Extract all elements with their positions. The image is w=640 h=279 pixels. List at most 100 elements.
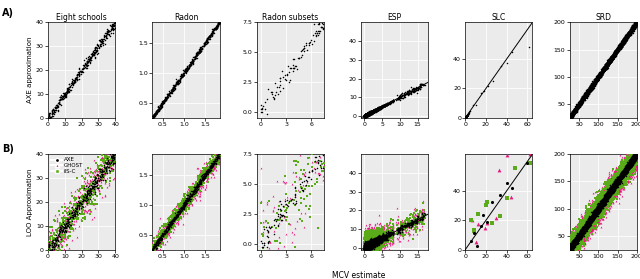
Point <box>619 39 629 44</box>
Point <box>620 167 630 172</box>
Point <box>370 248 380 252</box>
Point <box>361 243 371 247</box>
Point <box>360 240 370 245</box>
Point <box>364 111 374 116</box>
Point <box>612 182 622 186</box>
Point <box>362 240 372 245</box>
Point <box>591 76 602 81</box>
Point <box>360 244 371 248</box>
Point <box>613 171 623 175</box>
Point <box>368 110 378 114</box>
Point <box>360 251 371 256</box>
Point <box>607 178 617 182</box>
Point <box>364 111 374 116</box>
Point <box>595 72 605 77</box>
Point <box>365 240 376 245</box>
Point <box>366 242 376 247</box>
Point <box>598 201 608 206</box>
Point <box>365 245 375 249</box>
Point <box>365 240 376 244</box>
Point <box>613 179 623 184</box>
Point <box>611 179 621 184</box>
Point <box>362 241 372 246</box>
Point <box>361 244 371 249</box>
Point <box>606 189 616 193</box>
Point <box>588 210 598 215</box>
Point <box>363 113 373 118</box>
Point <box>360 244 371 249</box>
Point <box>577 231 587 235</box>
Point <box>366 238 376 242</box>
Point <box>602 191 612 195</box>
Point <box>363 243 373 247</box>
Point <box>277 213 287 218</box>
Point <box>582 90 593 94</box>
Point <box>603 61 613 65</box>
Point <box>360 247 371 251</box>
Point <box>622 164 632 169</box>
Point <box>566 114 576 119</box>
Point <box>400 224 410 229</box>
Point <box>392 97 402 101</box>
Point <box>361 235 371 240</box>
Point <box>361 235 371 240</box>
Point <box>588 209 598 213</box>
Point <box>607 187 617 192</box>
Point <box>568 239 578 244</box>
Point <box>632 21 640 26</box>
Point <box>623 163 633 168</box>
Point <box>618 159 628 163</box>
Point <box>364 242 374 246</box>
Point <box>364 244 374 248</box>
Point <box>364 246 374 250</box>
Point <box>611 186 621 190</box>
Point <box>622 159 632 163</box>
Point <box>574 227 584 231</box>
Point <box>589 219 599 223</box>
Point <box>581 231 591 235</box>
Point <box>614 175 624 180</box>
Point <box>361 230 371 234</box>
Point <box>617 176 627 181</box>
Point <box>199 175 209 180</box>
Point <box>604 191 614 195</box>
Point <box>580 228 590 232</box>
Point <box>582 223 592 228</box>
Point <box>587 207 597 211</box>
Point <box>273 85 284 89</box>
Point <box>365 243 376 247</box>
Point <box>566 242 577 247</box>
Point <box>368 241 378 245</box>
Point <box>595 205 605 209</box>
Point <box>65 222 76 227</box>
Point <box>360 244 370 249</box>
Point <box>360 244 371 249</box>
Point <box>607 55 617 59</box>
Point <box>371 244 381 248</box>
Point <box>364 242 374 247</box>
Point <box>606 187 616 191</box>
Point <box>623 170 634 175</box>
Point <box>594 206 604 211</box>
Point <box>611 194 621 199</box>
Point <box>404 90 415 95</box>
Point <box>208 158 218 162</box>
Point <box>614 174 625 178</box>
Point <box>370 235 380 239</box>
Point <box>70 206 81 211</box>
Point <box>604 61 614 65</box>
Point <box>187 184 197 189</box>
Point <box>604 61 614 65</box>
Point <box>360 239 371 244</box>
Point <box>364 244 374 248</box>
Point <box>589 217 599 221</box>
Point <box>360 114 371 118</box>
Point <box>576 212 586 217</box>
Point <box>70 212 81 217</box>
Point <box>362 236 372 240</box>
Point <box>609 189 619 194</box>
Point <box>624 161 634 165</box>
Point <box>630 164 640 169</box>
Point <box>366 242 376 246</box>
Point <box>370 240 380 245</box>
